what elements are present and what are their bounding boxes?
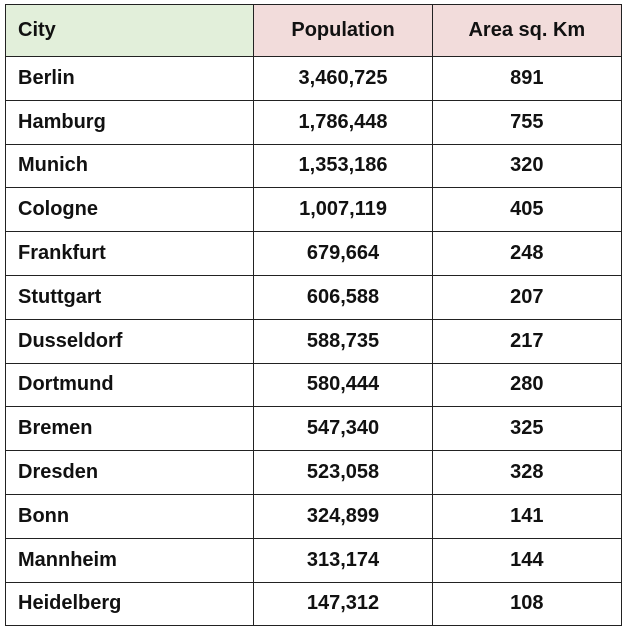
cell-city: Mannheim	[4, 537, 255, 583]
city-table: City Population Area sq. Km Berlin 3,460,…	[4, 4, 623, 627]
cell-area: 891	[431, 56, 623, 101]
cell-city: Bremen	[4, 406, 255, 452]
cell-population: 580,444	[253, 362, 433, 408]
cell-population: 523,058	[253, 450, 433, 495]
cell-population: 588,735	[253, 318, 433, 364]
cell-population: 1,353,186	[253, 143, 433, 189]
table-row: Heidelberg 147,312 108	[4, 581, 623, 627]
cell-city: Dortmund	[4, 362, 255, 408]
cell-city: Stuttgart	[4, 274, 255, 320]
cell-area: 320	[431, 143, 623, 189]
cell-population: 147,312	[253, 581, 433, 627]
header-row: City Population Area sq. Km	[4, 4, 623, 57]
table-row: Berlin 3,460,725 891	[4, 56, 623, 101]
cell-city: Dusseldorf	[4, 318, 255, 364]
table-row: Dortmund 580,444 280	[4, 362, 623, 408]
table-row: Bonn 324,899 141	[4, 493, 623, 539]
cell-population: 313,174	[253, 537, 433, 583]
cell-area: 217	[431, 318, 623, 364]
table-body: Berlin 3,460,725 891 Hamburg 1,786,448 755 Mun…	[4, 56, 623, 627]
cell-area: 108	[431, 581, 623, 627]
table-container: City Population Area sq. Km Berlin 3,460,…	[4, 4, 623, 627]
header-area: Area sq. Km	[431, 4, 623, 57]
cell-area: 280	[431, 362, 623, 408]
cell-area: 144	[431, 537, 623, 583]
cell-population: 606,588	[253, 274, 433, 320]
table-row: Dresden 523,058 328	[4, 450, 623, 495]
table-row: Hamburg 1,786,448 755	[4, 99, 623, 145]
cell-population: 1,007,119	[253, 187, 433, 233]
table-row: Mannheim 313,174 144	[4, 537, 623, 583]
cell-area: 248	[431, 231, 623, 276]
cell-city: Dresden	[4, 450, 255, 495]
table-row: Bremen 547,340 325	[4, 406, 623, 452]
cell-area: 207	[431, 274, 623, 320]
cell-population: 3,460,725	[253, 56, 433, 101]
cell-city: Munich	[4, 143, 255, 189]
cell-population: 547,340	[253, 406, 433, 452]
cell-city: Berlin	[4, 56, 255, 101]
cell-area: 325	[431, 406, 623, 452]
table-row: Munich 1,353,186 320	[4, 143, 623, 189]
cell-city: Heidelberg	[4, 581, 255, 627]
header-city: City	[4, 4, 255, 57]
table-row: Stuttgart 606,588 207	[4, 274, 623, 320]
cell-area: 141	[431, 493, 623, 539]
table-row: Frankfurt 679,664 248	[4, 231, 623, 276]
cell-area: 328	[431, 450, 623, 495]
header-population: Population	[253, 4, 433, 57]
cell-population: 1,786,448	[253, 99, 433, 145]
table-header: City Population Area sq. Km	[4, 4, 623, 57]
table-row: Dusseldorf 588,735 217	[4, 318, 623, 364]
cell-population: 679,664	[253, 231, 433, 276]
cell-city: Frankfurt	[4, 231, 255, 276]
cell-population: 324,899	[253, 493, 433, 539]
table-row: Cologne 1,007,119 405	[4, 187, 623, 233]
cell-city: Bonn	[4, 493, 255, 539]
cell-city: Cologne	[4, 187, 255, 233]
cell-area: 405	[431, 187, 623, 233]
cell-area: 755	[431, 99, 623, 145]
cell-city: Hamburg	[4, 99, 255, 145]
